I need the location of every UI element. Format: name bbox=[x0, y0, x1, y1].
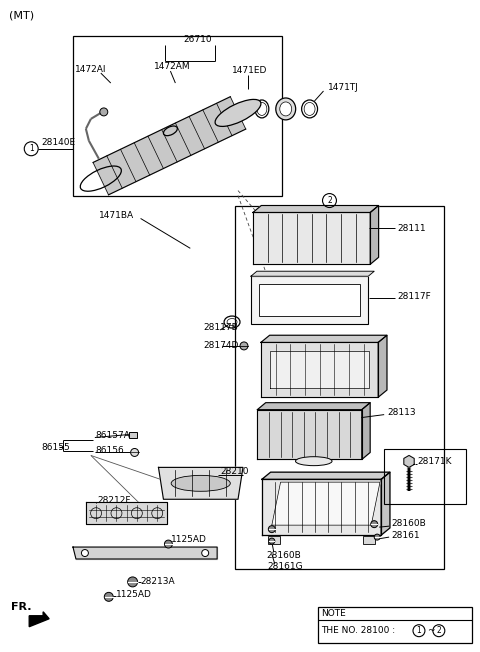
Text: ~: ~ bbox=[427, 626, 434, 635]
Text: 26710: 26710 bbox=[183, 35, 212, 44]
Text: 28117F: 28117F bbox=[397, 291, 431, 301]
Polygon shape bbox=[262, 479, 381, 535]
Polygon shape bbox=[93, 96, 246, 195]
Ellipse shape bbox=[296, 456, 332, 466]
Polygon shape bbox=[362, 403, 370, 460]
Bar bbox=[268, 536, 280, 544]
Text: 28213A: 28213A bbox=[141, 578, 175, 586]
Circle shape bbox=[104, 593, 113, 601]
Text: 28171K: 28171K bbox=[417, 457, 452, 466]
Circle shape bbox=[269, 538, 275, 544]
Polygon shape bbox=[253, 205, 379, 213]
Text: 28160B: 28160B bbox=[391, 518, 426, 527]
Polygon shape bbox=[257, 409, 362, 460]
Polygon shape bbox=[86, 502, 168, 524]
Circle shape bbox=[82, 550, 88, 557]
Bar bbox=[318, 607, 472, 643]
Polygon shape bbox=[158, 467, 243, 499]
Polygon shape bbox=[261, 335, 387, 342]
Polygon shape bbox=[253, 213, 370, 264]
Polygon shape bbox=[381, 472, 390, 535]
Text: 28140E: 28140E bbox=[41, 138, 75, 147]
Circle shape bbox=[374, 534, 380, 540]
Circle shape bbox=[202, 550, 209, 557]
Bar bbox=[235, 205, 444, 569]
Text: 28160B: 28160B bbox=[267, 550, 301, 559]
Text: 28117B: 28117B bbox=[203, 323, 238, 333]
Text: 1: 1 bbox=[417, 626, 421, 635]
Text: (MT): (MT) bbox=[9, 10, 35, 20]
Text: 1125AD: 1125AD bbox=[171, 535, 207, 544]
Polygon shape bbox=[261, 342, 378, 397]
Text: 1471TJ: 1471TJ bbox=[327, 83, 359, 91]
Text: 86155: 86155 bbox=[41, 443, 70, 452]
Polygon shape bbox=[257, 403, 370, 409]
Text: 28113: 28113 bbox=[387, 408, 416, 417]
Polygon shape bbox=[251, 271, 374, 276]
Ellipse shape bbox=[215, 99, 261, 126]
Circle shape bbox=[165, 540, 172, 548]
Ellipse shape bbox=[280, 102, 292, 116]
Circle shape bbox=[240, 342, 248, 350]
Text: 28161G: 28161G bbox=[268, 563, 303, 571]
Polygon shape bbox=[378, 335, 387, 397]
Circle shape bbox=[131, 449, 139, 456]
Circle shape bbox=[100, 108, 108, 116]
Text: 86157A: 86157A bbox=[96, 431, 131, 440]
Polygon shape bbox=[370, 205, 379, 264]
Text: 1: 1 bbox=[29, 144, 34, 153]
Text: 1125AD: 1125AD bbox=[116, 590, 152, 599]
Text: 2: 2 bbox=[327, 196, 332, 205]
Text: 28111: 28111 bbox=[397, 224, 426, 233]
Text: 86156: 86156 bbox=[96, 446, 125, 455]
Bar bbox=[73, 37, 282, 196]
Polygon shape bbox=[404, 456, 414, 467]
Text: FR.: FR. bbox=[12, 602, 32, 612]
Text: 28161: 28161 bbox=[391, 531, 420, 540]
Circle shape bbox=[268, 526, 276, 533]
Text: 28210: 28210 bbox=[220, 467, 249, 476]
Polygon shape bbox=[29, 612, 49, 627]
Text: 28212F: 28212F bbox=[98, 496, 132, 505]
Text: 1471BA: 1471BA bbox=[99, 211, 134, 220]
Circle shape bbox=[128, 577, 138, 587]
Bar bbox=[384, 449, 466, 504]
Text: NOTE: NOTE bbox=[322, 609, 346, 618]
Bar bbox=[259, 284, 360, 316]
Circle shape bbox=[371, 521, 378, 527]
Text: 1471ED: 1471ED bbox=[232, 66, 267, 74]
Ellipse shape bbox=[276, 98, 296, 120]
Bar bbox=[251, 276, 368, 324]
Ellipse shape bbox=[171, 475, 230, 492]
Text: 28174D: 28174D bbox=[203, 342, 239, 350]
Polygon shape bbox=[270, 351, 369, 388]
Text: 2: 2 bbox=[436, 626, 441, 635]
Text: THE NO. 28100 :: THE NO. 28100 : bbox=[322, 626, 398, 635]
Bar bbox=[129, 432, 137, 437]
Text: 1472AI: 1472AI bbox=[75, 65, 107, 74]
Text: 1472AM: 1472AM bbox=[154, 61, 190, 70]
Bar bbox=[363, 536, 375, 544]
Polygon shape bbox=[262, 472, 390, 479]
Polygon shape bbox=[73, 547, 217, 559]
Polygon shape bbox=[272, 482, 380, 525]
